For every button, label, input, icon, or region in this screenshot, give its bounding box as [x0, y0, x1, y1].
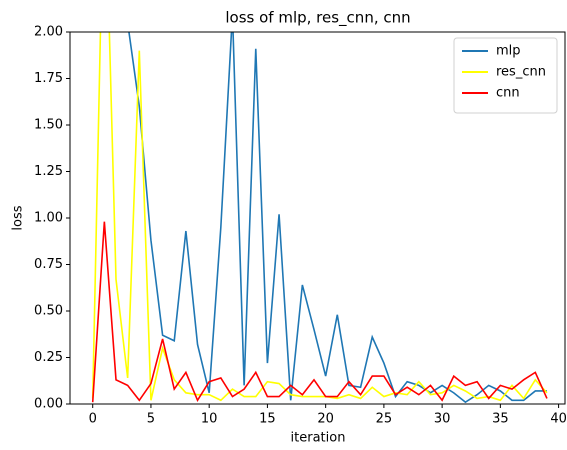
x-tick-label: 15	[259, 412, 276, 427]
x-tick-label: 20	[317, 412, 334, 427]
legend-label: mlp	[496, 44, 521, 59]
y-tick-label: 0.00	[34, 397, 63, 412]
y-tick-label: 1.75	[34, 71, 63, 86]
legend-label: cnn	[496, 86, 520, 101]
line-series	[91, 221, 548, 403]
x-tick-label: 35	[492, 412, 509, 427]
y-axis-label: loss	[11, 205, 26, 230]
chart-title: loss of mlp, res_cnn, cnn	[225, 9, 410, 28]
x-tick-label: 30	[434, 412, 451, 427]
y-tick-label: 2.00	[34, 25, 63, 40]
x-tick-label: 25	[376, 412, 393, 427]
y-tick-label: 1.50	[34, 118, 63, 133]
x-axis-label: iteration	[291, 431, 346, 446]
y-tick-label: 0.50	[34, 304, 63, 319]
x-tick-label: 0	[89, 412, 97, 427]
x-tick-label: 40	[550, 412, 567, 427]
plot-lines	[91, 32, 548, 404]
y-tick-label: 1.25	[34, 164, 63, 179]
legend-box	[453, 37, 558, 114]
legend-label: res_cnn	[496, 65, 546, 80]
y-tick-label: 0.75	[34, 257, 63, 272]
x-tick-label: 10	[201, 412, 218, 427]
y-tick-label: 1.00	[34, 211, 63, 226]
line-series	[128, 32, 547, 404]
x-tick-label: 5	[147, 412, 155, 427]
y-tick-label: 0.25	[34, 350, 63, 365]
